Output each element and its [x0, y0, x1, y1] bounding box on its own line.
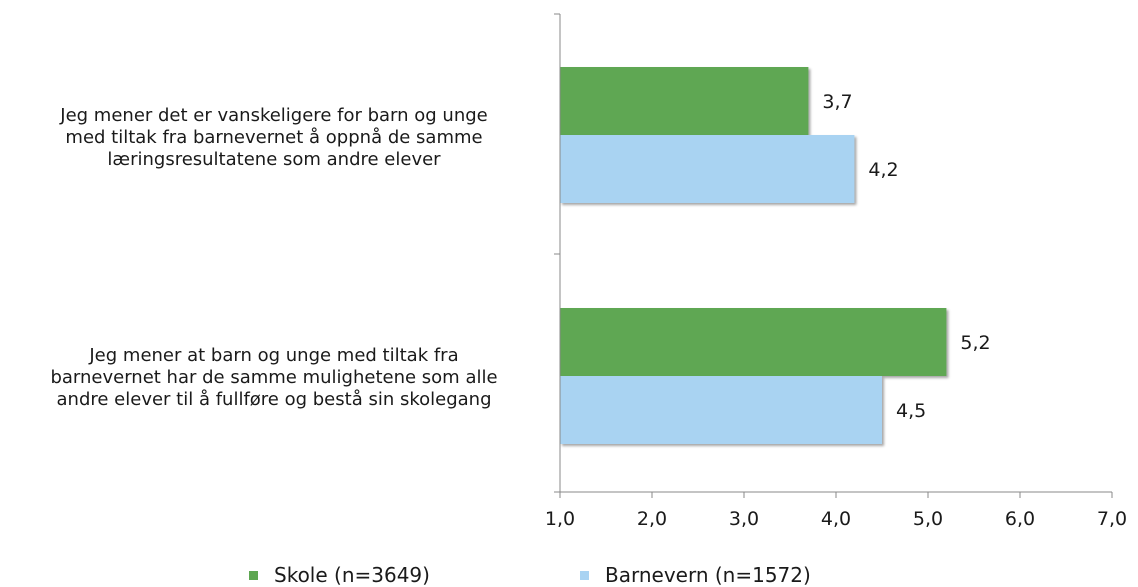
- legend-label-skole: Skole (n=3649): [274, 563, 430, 587]
- data-label-skole-1: 3,7: [822, 91, 852, 113]
- legend-item-barnevern: Barnevern (n=1572): [580, 563, 811, 587]
- category-label-line: barnevernet har de samme mulighetene som…: [50, 367, 498, 388]
- category-label-line: Jeg mener at barn og unge med tiltak fra: [89, 345, 459, 366]
- legend-label-barnevern: Barnevern (n=1572): [605, 563, 811, 587]
- x-tick-label: 6,0: [1005, 508, 1035, 530]
- legend-swatch-skole: [249, 570, 258, 580]
- x-tick-label: 1,0: [545, 508, 575, 530]
- bar-skole-2: [560, 308, 947, 376]
- category-label-1: Jeg mener det er vanskeligere for barn o…: [4, 105, 544, 171]
- x-tick-label: 7,0: [1097, 508, 1127, 530]
- bar-barnevern-1: [560, 135, 855, 203]
- legend-item-skole: Skole (n=3649): [249, 563, 430, 587]
- x-tick-label: 5,0: [913, 508, 943, 530]
- bar-barnevern-2: [560, 376, 882, 444]
- category-label-2: Jeg mener at barn og unge med tiltak fra…: [4, 345, 544, 411]
- x-tick-label: 2,0: [637, 508, 667, 530]
- category-label-line: læringsresultatene som andre elever: [107, 149, 441, 170]
- data-label-skole-2: 5,2: [960, 332, 990, 354]
- category-label-line: Jeg mener det er vanskeligere for barn o…: [60, 105, 488, 126]
- legend-swatch-barnevern: [580, 570, 589, 580]
- data-label-barnevern-1: 4,2: [868, 159, 898, 181]
- x-tick-label: 4,0: [821, 508, 851, 530]
- category-label-line: andre elever til å fullføre og bestå sin…: [56, 389, 492, 410]
- data-label-barnevern-2: 4,5: [896, 400, 926, 422]
- bar-skole-1: [560, 67, 809, 135]
- category-label-line: med tiltak fra barnevernet å oppnå de sa…: [65, 127, 483, 148]
- x-tick-label: 3,0: [729, 508, 759, 530]
